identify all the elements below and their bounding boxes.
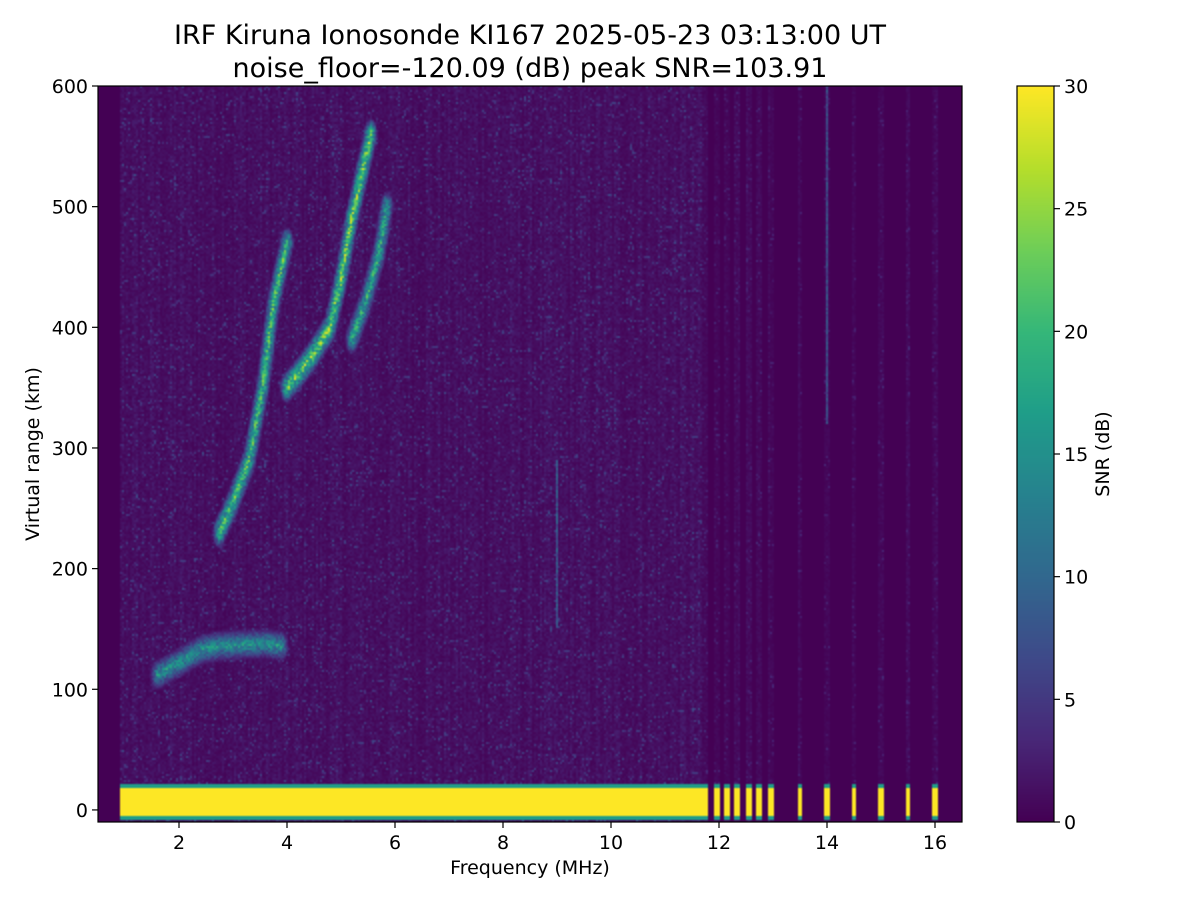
y-tick-label: 200 [52,559,88,581]
colorbar-tick-label: 5 [1064,689,1076,711]
y-tick-label: 300 [52,438,88,460]
x-tick-label: 4 [281,832,293,854]
colorbar-tick-label: 25 [1064,199,1088,221]
y-tick-label: 600 [52,76,88,98]
y-tick-label: 400 [52,317,88,339]
y-axis-label: Virtual range (km) [22,367,44,541]
colorbar-tick-label: 20 [1064,321,1088,343]
colorbar-tick-label: 15 [1064,444,1088,466]
y-axis: 0 100 200 300 400 500 600 [52,76,98,822]
x-tick-label: 10 [599,832,623,854]
x-tick-label: 2 [173,832,185,854]
x-tick-label: 14 [815,832,839,854]
colorbar-tick-label: 0 [1064,812,1076,834]
x-tick-label: 6 [389,832,401,854]
colorbar: 0 5 10 15 20 25 30 SNR (dB) [1016,76,1114,834]
x-axis-label: Frequency (MHz) [450,857,610,879]
x-tick-label: 12 [707,832,731,854]
colorbar-gradient [1017,86,1054,822]
y-tick-label: 500 [52,197,88,219]
chart-title: IRF Kiruna Ionosonde KI167 2025-05-23 03… [174,20,887,51]
x-tick-label: 8 [497,832,509,854]
colorbar-ticks: 0 5 10 15 20 25 30 [1054,76,1088,834]
plot-frame [97,85,963,823]
y-tick-label: 100 [52,679,88,701]
heatmap-image [98,86,962,822]
colorbar-tick-label: 30 [1064,76,1088,98]
colorbar-tick-label: 10 [1064,567,1088,589]
colorbar-label: SNR (dB) [1092,411,1114,496]
plot-area [97,85,963,823]
x-axis: 2 4 6 8 10 12 14 16 [173,822,947,854]
chart-subtitle: noise_floor=-120.09 (dB) peak SNR=103.91 [233,53,828,84]
x-tick-label: 16 [923,832,947,854]
y-tick-label: 0 [76,800,88,822]
